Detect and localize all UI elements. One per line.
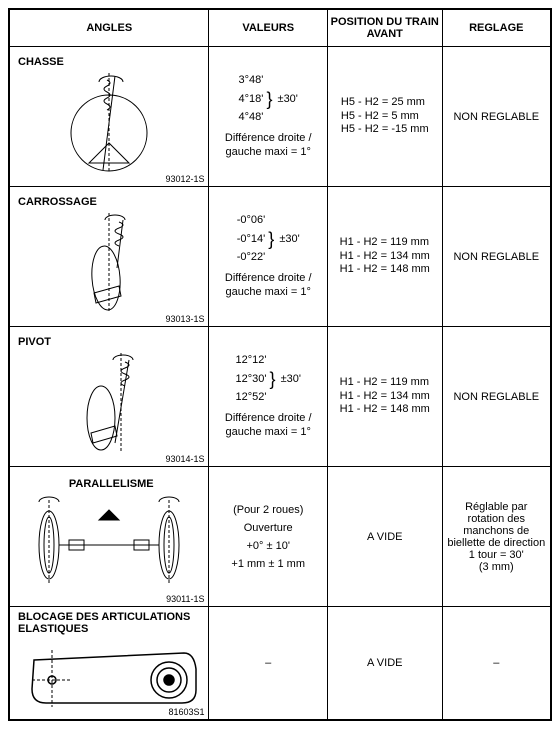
row-blocage: BLOCAGE DES ARTICULATIONS ELASTIQUES 816…: [9, 607, 551, 721]
pivot-v1: 12°12': [235, 354, 266, 366]
header-angles: ANGLES: [9, 9, 209, 47]
blocage-position: A VIDE: [327, 607, 442, 721]
carrossage-fig-code: 93013-1S: [165, 314, 204, 324]
row-carrossage: CARROSSAGE 93013-1S -0°06' -0°14' }: [9, 187, 551, 327]
header-row: ANGLES VALEURS POSITION DU TRAIN AVANT R…: [9, 9, 551, 47]
row-pivot: PIVOT 93014-1S 12°12' 12°30' } ±30' 12°: [9, 327, 551, 467]
blocage-title: BLOCAGE DES ARTICULATIONS ELASTIQUES: [14, 611, 204, 635]
pivot-valeurs: 12°12' 12°30' } ±30' 12°52' Différence d…: [209, 327, 327, 467]
pivot-tol: ±30': [281, 373, 301, 387]
parallelisme-val2: +1 mm ± 1 mm: [213, 558, 322, 570]
chasse-diagram-icon: [49, 68, 169, 178]
chasse-v2: 4°18': [239, 93, 264, 105]
chasse-note: Différence droite / gauche maxi = 1°: [213, 132, 322, 158]
pivot-v3: 12°52': [235, 391, 266, 403]
chasse-valeurs: 3°48' 4°18' } ±30' 4°48' Différence droi…: [209, 47, 327, 187]
carrossage-reglage: NON REGLABLE: [442, 187, 551, 327]
parallelisme-val-header: (Pour 2 roues): [213, 504, 322, 516]
carrossage-p2: H1 - H2 = 134 mm: [340, 250, 430, 262]
parallelisme-title: PARALLELISME: [14, 478, 204, 490]
pivot-title: PIVOT: [14, 336, 204, 348]
chasse-title: CHASSE: [14, 56, 204, 68]
carrossage-v1: -0°06': [237, 214, 266, 226]
chasse-reglage: NON REGLABLE: [442, 47, 551, 187]
pivot-diagram-icon: [49, 348, 169, 458]
blocage-reglage: –: [442, 607, 551, 721]
chasse-positions: H5 - H2 = 25 mm H5 - H2 = 5 mm H5 - H2 =…: [327, 47, 442, 187]
carrossage-title: CARROSSAGE: [14, 196, 204, 208]
carrossage-v3: -0°22': [237, 251, 266, 263]
header-reglage: REGLAGE: [442, 9, 551, 47]
pivot-diagram-cell: PIVOT 93014-1S: [9, 327, 209, 467]
carrossage-positions: H1 - H2 = 119 mm H1 - H2 = 134 mm H1 - H…: [327, 187, 442, 327]
pivot-p1: H1 - H2 = 119 mm: [340, 376, 429, 388]
blocage-diagram-icon: [14, 635, 204, 715]
blocage-valeurs: –: [209, 607, 327, 721]
carrossage-valeurs: -0°06' -0°14' } ±30' -0°22' Différence d…: [209, 187, 327, 327]
pivot-reglage: NON REGLABLE: [442, 327, 551, 467]
chasse-tol: ±30': [278, 93, 298, 107]
chasse-p2: H5 - H2 = 5 mm: [341, 110, 419, 122]
parallelisme-valeurs: (Pour 2 roues) Ouverture +0° ± 10' +1 mm…: [209, 467, 327, 607]
header-position: POSITION DU TRAIN AVANT: [327, 9, 442, 47]
chasse-p1: H5 - H2 = 25 mm: [341, 96, 425, 108]
pivot-note: Différence droite / gauche maxi = 1°: [213, 412, 322, 438]
chasse-v1: 3°48': [239, 74, 264, 86]
parallelisme-val-label: Ouverture: [213, 522, 322, 534]
parallelisme-fig-code: 93011-1S: [166, 594, 204, 604]
carrossage-p3: H1 - H2 = 148 mm: [340, 263, 430, 275]
pivot-v2: 12°30': [235, 373, 266, 385]
carrossage-diagram-icon: [49, 208, 169, 318]
parallelisme-position: A VIDE: [327, 467, 442, 607]
blocage-fig-code: 81603S1: [168, 707, 204, 717]
parallelisme-reglage: Réglable par rotation des manchons de bi…: [442, 467, 551, 607]
carrossage-diagram-cell: CARROSSAGE 93013-1S: [9, 187, 209, 327]
chasse-diagram-cell: CHASSE 93012-1S: [9, 47, 209, 187]
parallelisme-diagram-icon: [14, 490, 204, 595]
parallelisme-diagram-cell: PARALLELISME 93011-1S: [9, 467, 209, 607]
row-parallelisme: PARALLELISME 93011-1S: [9, 467, 551, 607]
pivot-fig-code: 93014-1S: [165, 454, 204, 464]
carrossage-p1: H1 - H2 = 119 mm: [340, 236, 429, 248]
pivot-positions: H1 - H2 = 119 mm H1 - H2 = 134 mm H1 - H…: [327, 327, 442, 467]
carrossage-note: Différence droite / gauche maxi = 1°: [213, 272, 322, 298]
blocage-diagram-cell: BLOCAGE DES ARTICULATIONS ELASTIQUES 816…: [9, 607, 209, 721]
chasse-fig-code: 93012-1S: [165, 174, 204, 184]
carrossage-tol: ±30': [279, 233, 299, 247]
pivot-p2: H1 - H2 = 134 mm: [340, 390, 430, 402]
chasse-p3: H5 - H2 = -15 mm: [341, 123, 429, 135]
header-valeurs: VALEURS: [209, 9, 327, 47]
pivot-p3: H1 - H2 = 148 mm: [340, 403, 430, 415]
parallelisme-val1: +0° ± 10': [213, 540, 322, 552]
chasse-v3: 4°48': [239, 111, 264, 123]
alignment-table: ANGLES VALEURS POSITION DU TRAIN AVANT R…: [8, 8, 552, 721]
carrossage-v2: -0°14': [237, 233, 266, 245]
row-chasse: CHASSE 93012-1S 3°48' 4°18' } ±30': [9, 47, 551, 187]
